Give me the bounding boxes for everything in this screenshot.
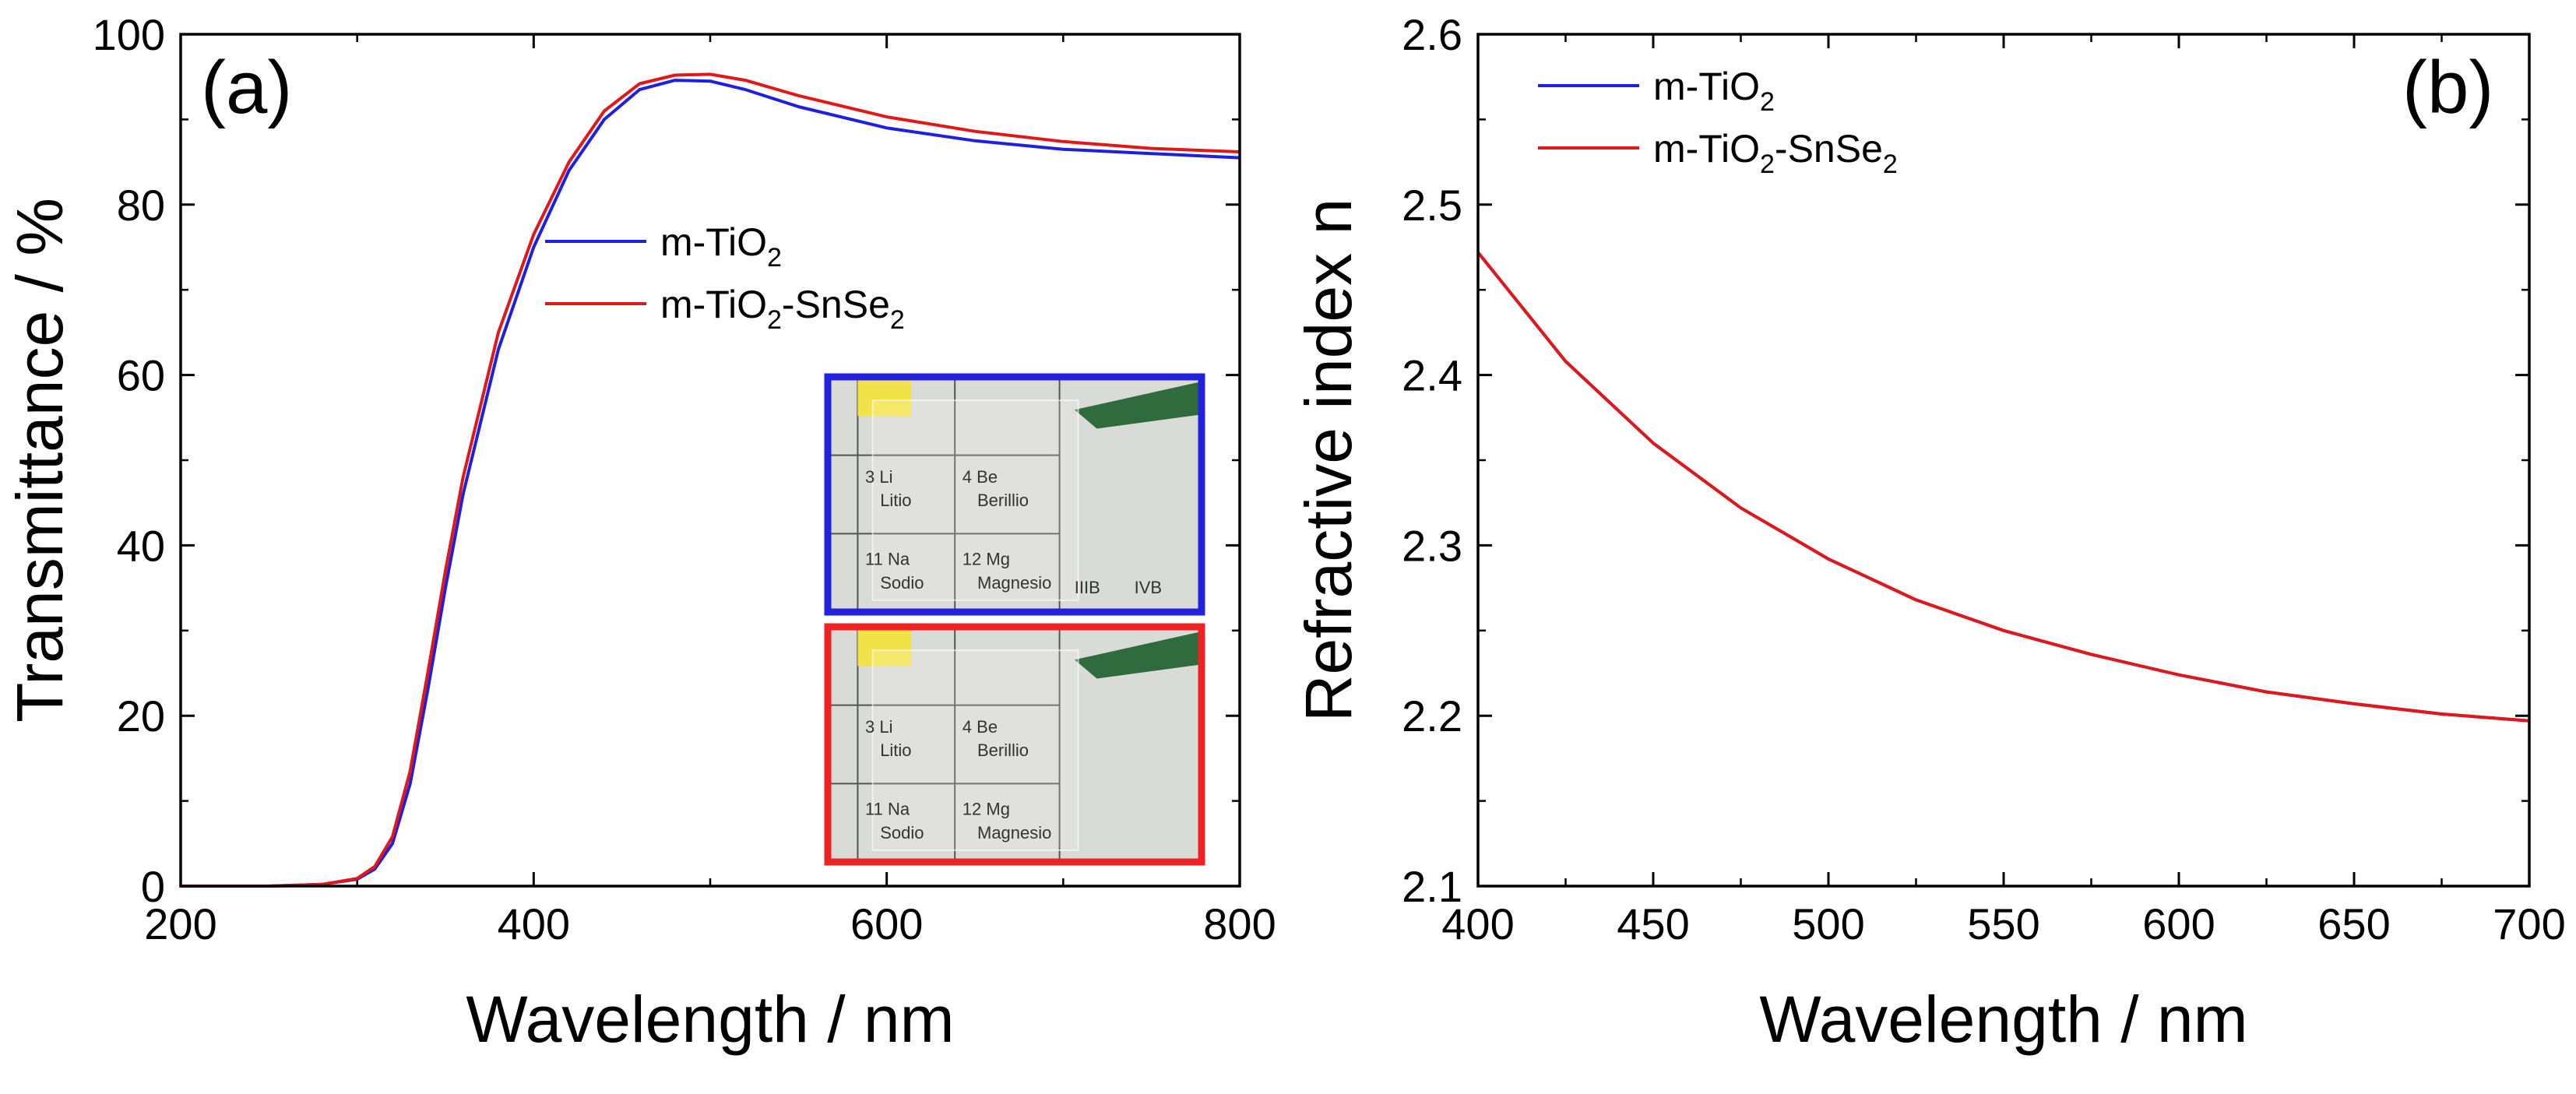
inset-label: 11 Na xyxy=(865,800,910,819)
inset-label: Magnesio xyxy=(977,573,1051,593)
series-line-m-tio2-snse2 xyxy=(1476,251,2530,723)
inset-label: Litio xyxy=(880,491,911,510)
inset-label: Litio xyxy=(880,740,911,760)
y-tick-label: 60 xyxy=(117,351,165,400)
chart-panel-a: 200 400 600 800 0 20 40 60 80 100 Wavelength / nm T… xyxy=(3,10,1276,1056)
inset-yellow-cell xyxy=(857,377,912,417)
inset-label: 3 Li xyxy=(865,717,892,737)
x-tick-label: 450 xyxy=(1617,899,1689,948)
chart-panel-b: 400 450 500 550 600 650 700 2.1 2.2 2.3 2.4 2.5 2.6 W… xyxy=(1292,10,2566,1056)
panel-label: (a) xyxy=(201,46,292,129)
y-axis-title: Refractive index n xyxy=(1292,199,1365,722)
inset-label: 3 Li xyxy=(865,467,892,487)
x-tick-label: 500 xyxy=(1792,899,1864,948)
x-tick-label: 400 xyxy=(1441,899,1514,948)
inset-label: 4 Be xyxy=(962,717,998,737)
x-tick-label: 550 xyxy=(1967,899,2039,948)
inset-border xyxy=(824,623,1205,866)
inset-yellow-cell xyxy=(857,627,912,667)
x-tick-label: 600 xyxy=(2142,899,2215,948)
x-tick-label: 650 xyxy=(2317,899,2390,948)
inset-label: 12 Mg xyxy=(962,550,1010,569)
x-tick-label: 600 xyxy=(850,899,923,948)
legend: m-TiO2 m-TiO2-SnSe2 xyxy=(1538,65,1898,179)
x-tick-label: 200 xyxy=(144,899,216,948)
inset-label: Berillio xyxy=(977,740,1029,760)
inset-label: Berillio xyxy=(977,491,1029,510)
series-line-m-tio2-snse2 xyxy=(181,72,1240,888)
x-axis-title: Wavelength / nm xyxy=(1759,983,2247,1056)
y-tick-label: 100 xyxy=(93,10,165,59)
photo-inset-red: 3 Li 4 Be Litio Berillio 11 Na 12 Mg Sodio Magn… xyxy=(824,623,1205,866)
y-tick-label: 80 xyxy=(117,181,165,230)
inset-label: 11 Na xyxy=(865,550,910,569)
glass-slide xyxy=(871,649,1079,851)
inset-label: Sodio xyxy=(880,823,924,842)
inset-label: 12 Mg xyxy=(962,800,1010,819)
y-tick-label: 2.6 xyxy=(1402,10,1462,59)
legend-label: m-TiO2 xyxy=(660,220,782,273)
inset-label: 4 Be xyxy=(962,467,998,487)
ticks: 400 450 500 550 600 650 700 2.1 2.2 2.3 2.4 2.5 2.6 xyxy=(1402,10,2566,948)
photo-inset-blue: 3 Li 4 Be Litio Berillio 11 Na 12 Mg Sodio Magn… xyxy=(824,373,1205,616)
y-tick-label: 2.5 xyxy=(1402,181,1462,230)
y-tick-label: 20 xyxy=(117,691,165,740)
y-axis-title: Transmittance / % xyxy=(3,198,76,723)
x-tick-label: 800 xyxy=(1203,899,1276,948)
inset-label: IIIB xyxy=(1075,578,1100,597)
y-tick-label: 2.1 xyxy=(1402,862,1462,911)
legend: m-TiO2 m-TiO2-SnSe2 xyxy=(545,220,905,335)
legend-label: m-TiO2-SnSe2 xyxy=(660,283,905,335)
tweezers-icon xyxy=(1074,631,1202,679)
x-tick-label: 700 xyxy=(2493,899,2565,948)
series-line-m-tio2 xyxy=(181,79,1240,888)
glass-slide xyxy=(871,399,1079,601)
inset-label: Magnesio xyxy=(977,823,1051,842)
inset-label: IVB xyxy=(1135,578,1162,597)
y-tick-label: 0 xyxy=(141,862,165,911)
tweezers-icon xyxy=(1074,382,1202,429)
x-axis-title: Wavelength / nm xyxy=(466,983,954,1056)
y-tick-label: 40 xyxy=(117,521,165,570)
panel-label: (b) xyxy=(2402,46,2493,129)
x-tick-label: 400 xyxy=(498,899,570,948)
y-tick-label: 2.3 xyxy=(1402,521,1462,570)
inset-border xyxy=(824,373,1205,616)
plot-frame xyxy=(1476,33,2531,888)
series-line-m-tio2 xyxy=(1476,251,2530,723)
inset-label: Sodio xyxy=(880,573,924,593)
y-tick-label: 2.2 xyxy=(1402,691,1462,740)
legend-label: m-TiO2 xyxy=(1653,65,1775,117)
y-tick-label: 2.4 xyxy=(1402,351,1462,400)
legend-label: m-TiO2-SnSe2 xyxy=(1653,127,1898,179)
plot-frame xyxy=(179,33,1241,888)
